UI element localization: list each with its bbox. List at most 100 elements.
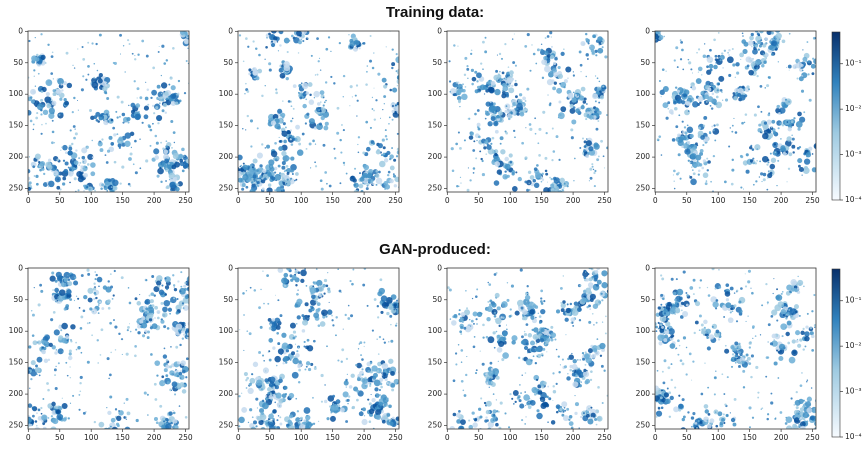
blob — [361, 418, 368, 426]
speck — [529, 69, 532, 72]
speck — [588, 108, 591, 111]
speck — [596, 77, 599, 80]
speck — [29, 119, 33, 123]
blob — [398, 62, 399, 64]
blob — [581, 297, 587, 303]
speck — [537, 312, 540, 315]
blob — [565, 307, 571, 314]
speck — [598, 101, 601, 104]
speck — [581, 137, 585, 140]
speck — [350, 314, 354, 318]
speck — [153, 112, 156, 115]
speck — [812, 57, 815, 60]
speck — [592, 51, 595, 55]
blob — [733, 96, 738, 101]
speck — [263, 359, 265, 362]
speck — [94, 277, 97, 281]
blob — [169, 181, 176, 189]
blob — [678, 136, 684, 142]
blob — [180, 360, 186, 366]
speck — [380, 153, 384, 157]
blob — [402, 154, 406, 158]
speck — [540, 180, 543, 183]
blob — [284, 193, 289, 198]
blob — [36, 103, 44, 111]
x-tick-label: 200 — [566, 433, 581, 442]
blob — [547, 385, 550, 388]
blob — [543, 300, 546, 303]
blob — [728, 73, 732, 77]
blob — [744, 87, 750, 93]
blob — [78, 164, 81, 167]
speck — [471, 131, 474, 135]
blob — [725, 302, 732, 309]
speck — [468, 324, 470, 327]
speck — [125, 352, 129, 356]
speck — [734, 131, 738, 134]
speck — [352, 268, 355, 271]
speck — [468, 419, 471, 422]
blob — [194, 163, 197, 166]
blob — [728, 54, 730, 56]
speck — [107, 120, 110, 123]
speck — [178, 93, 180, 96]
speck — [185, 60, 188, 63]
blob — [711, 92, 715, 96]
speck — [173, 141, 176, 144]
speck — [288, 40, 291, 42]
blob — [109, 425, 112, 428]
blob — [343, 380, 349, 386]
blob — [554, 57, 558, 61]
speck — [282, 177, 285, 179]
speck — [365, 70, 368, 73]
blob — [776, 288, 778, 291]
blob — [461, 93, 468, 101]
speck — [538, 127, 542, 131]
blob — [560, 302, 566, 309]
speck — [540, 43, 543, 46]
blob — [484, 140, 489, 145]
blob — [238, 154, 243, 161]
speck — [40, 406, 43, 410]
blob — [61, 112, 64, 115]
blob — [175, 323, 183, 331]
speck — [267, 391, 271, 395]
speck — [338, 42, 341, 45]
blob — [572, 381, 579, 388]
blob — [487, 421, 494, 428]
speck — [715, 62, 717, 64]
speck — [116, 95, 120, 99]
blob — [512, 390, 519, 396]
blob — [593, 265, 596, 268]
blob — [763, 60, 767, 64]
blob — [770, 40, 778, 47]
blob — [21, 100, 26, 105]
speck — [134, 171, 138, 175]
speck — [696, 51, 698, 54]
speck — [82, 161, 85, 163]
blob — [580, 105, 585, 110]
blob — [690, 178, 697, 186]
speck — [274, 189, 277, 192]
speck — [546, 351, 548, 353]
speck — [275, 91, 278, 95]
blob — [797, 127, 801, 131]
blob — [316, 302, 321, 307]
speck — [605, 315, 607, 318]
speck — [578, 304, 580, 306]
blob — [502, 173, 509, 180]
speck — [768, 76, 771, 79]
y-tick-label: 0 — [228, 263, 233, 272]
blob — [402, 186, 407, 191]
speck — [266, 189, 268, 191]
blob — [368, 408, 375, 415]
blob — [36, 412, 38, 415]
blob — [77, 346, 81, 350]
blob — [134, 297, 138, 301]
speck — [114, 349, 117, 351]
speck — [540, 289, 544, 293]
speck — [134, 354, 137, 358]
blob — [153, 286, 160, 293]
blob — [289, 129, 293, 132]
blob — [698, 126, 701, 130]
